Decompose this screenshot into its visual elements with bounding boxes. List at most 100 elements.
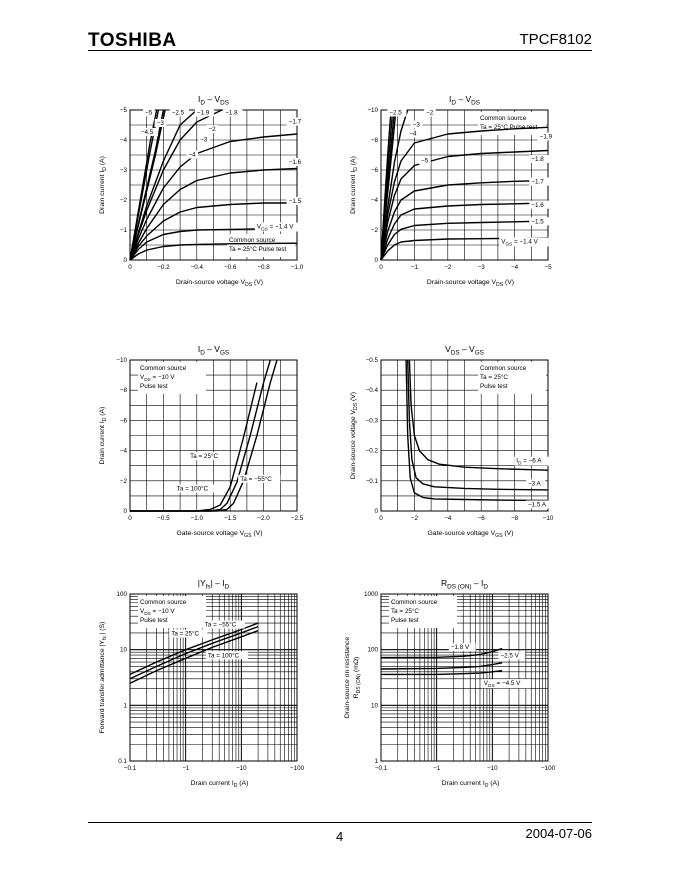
series-line: [129, 242, 298, 261]
label-bg: [410, 120, 423, 129]
x-axis-label: Gate-source voltage VGS (V): [177, 530, 263, 539]
curve-label: VGS = −4.5 V: [484, 680, 521, 689]
annotation-text: Pulse test: [140, 383, 168, 390]
x-tick-label: −3: [478, 264, 486, 271]
annotation-box: [138, 362, 206, 394]
x-tick-label: −2: [411, 515, 419, 522]
label-bg: [424, 108, 436, 117]
series-line: [408, 359, 549, 471]
label-bg: [499, 237, 549, 247]
annotation-text: Common source: [480, 115, 527, 122]
annotation-text: VDS = −10 V: [140, 608, 175, 617]
y-axis-label-text: Drain current ID (A): [350, 156, 359, 214]
series-line: [407, 359, 549, 491]
chart-title: ID – VDS: [449, 94, 480, 107]
y-tick-label: −2: [120, 197, 128, 204]
y-tick-label: −4: [371, 197, 379, 204]
y-tick-label: 0.1: [118, 758, 127, 765]
plot-frame: [380, 593, 549, 762]
label-bg: [529, 200, 549, 209]
curve-label: Ta = −55°C: [240, 475, 272, 483]
y-axis-label-line2: RDS (ON) (mΩ): [353, 657, 362, 699]
x-tick-label: −100: [541, 765, 556, 772]
chart-title: ID – VGS: [198, 344, 229, 357]
annotation-text: Ta = 25°C: [480, 373, 508, 381]
curve-label: −1.9: [540, 134, 553, 141]
annotation-box: [389, 596, 457, 628]
curve-label: −2: [208, 126, 216, 133]
y-tick-label: −2: [371, 227, 379, 234]
curve-label: −4.5: [141, 129, 154, 136]
label-bg: [537, 132, 557, 141]
annotation-text: Ta = 25°C Pulse test: [229, 245, 287, 253]
label-bg: [254, 222, 305, 232]
annotation-text: Pulse test: [140, 617, 168, 624]
series-line: [380, 109, 409, 261]
curve-label: −1.5: [531, 218, 544, 225]
y-tick-label: −6: [120, 417, 128, 424]
series-line: [380, 149, 549, 261]
curve-label: −1.8 V: [451, 644, 470, 651]
curve-label: −3: [157, 120, 165, 127]
y-tick-label: 0: [374, 257, 378, 264]
curve-label: −1.6: [289, 159, 302, 166]
curve-label: VGS = −1.4 V: [501, 239, 538, 248]
annotation-text: Common source: [391, 599, 438, 606]
label-bg: [138, 128, 159, 136]
document-date: 2004-07-06: [525, 826, 593, 841]
series-line: [129, 109, 223, 261]
label-bg: [174, 484, 217, 493]
x-tick-label: −1: [411, 264, 419, 271]
plot-frame: [129, 593, 298, 762]
y-tick-label: −3: [120, 167, 128, 174]
y-tick-label: −0.3: [366, 417, 379, 424]
y-axis-label-text: Drain current ID (A): [99, 156, 108, 214]
curve-label: −4: [409, 131, 417, 138]
y-tick-label: 10: [120, 647, 128, 654]
series-line: [380, 220, 549, 261]
label-bg: [238, 474, 281, 483]
x-tick-label: −2.5: [291, 515, 304, 522]
series-line: [129, 109, 166, 261]
x-tick-label: −10: [236, 765, 247, 772]
x-tick-label: −100: [290, 765, 305, 772]
label-bg: [206, 125, 219, 133]
x-tick-label: −6: [478, 515, 486, 522]
label-bg: [205, 651, 248, 660]
y-axis-label: Drain-source on resistance RDS (ON) (mΩ): [344, 637, 362, 718]
annotation-box: [138, 596, 206, 628]
series-line: [129, 133, 298, 261]
label-bg: [525, 500, 553, 509]
y-tick-label: −4: [120, 137, 128, 144]
annotation-text: Ta = 25°C: [391, 607, 419, 615]
curve-label: −3: [413, 122, 421, 129]
footer-rule: [88, 822, 592, 823]
y-tick-label: 100: [367, 647, 378, 654]
series-line: [380, 662, 503, 670]
x-tick-label: −0.2: [157, 264, 170, 271]
y-tick-label: 1000: [364, 591, 379, 598]
label-bg: [529, 217, 549, 226]
series-line: [381, 669, 503, 676]
series-line: [129, 202, 297, 261]
chart-title: VDS – VGS: [445, 344, 484, 357]
label-bg: [387, 108, 407, 117]
x-tick-label: −1: [433, 765, 441, 772]
curve-label: Ta = 25°C: [171, 629, 199, 637]
label-bg: [286, 197, 306, 205]
series-line: [129, 167, 298, 261]
x-axis-label: Gate-source voltage VGS (V): [428, 530, 514, 539]
label-bg: [186, 150, 199, 159]
y-tick-label: −0.4: [366, 387, 379, 394]
y-tick-label: −0.2: [366, 448, 379, 455]
curve-label: Ta = 100°C: [177, 485, 209, 493]
y-tick-label: 100: [116, 591, 127, 598]
y-tick-label: −0.5: [366, 357, 379, 364]
annotation-text: Pulse test: [480, 383, 508, 390]
label-bg: [529, 177, 549, 186]
company-logo: TOSHIBA: [88, 30, 177, 51]
label-bg: [169, 629, 208, 638]
